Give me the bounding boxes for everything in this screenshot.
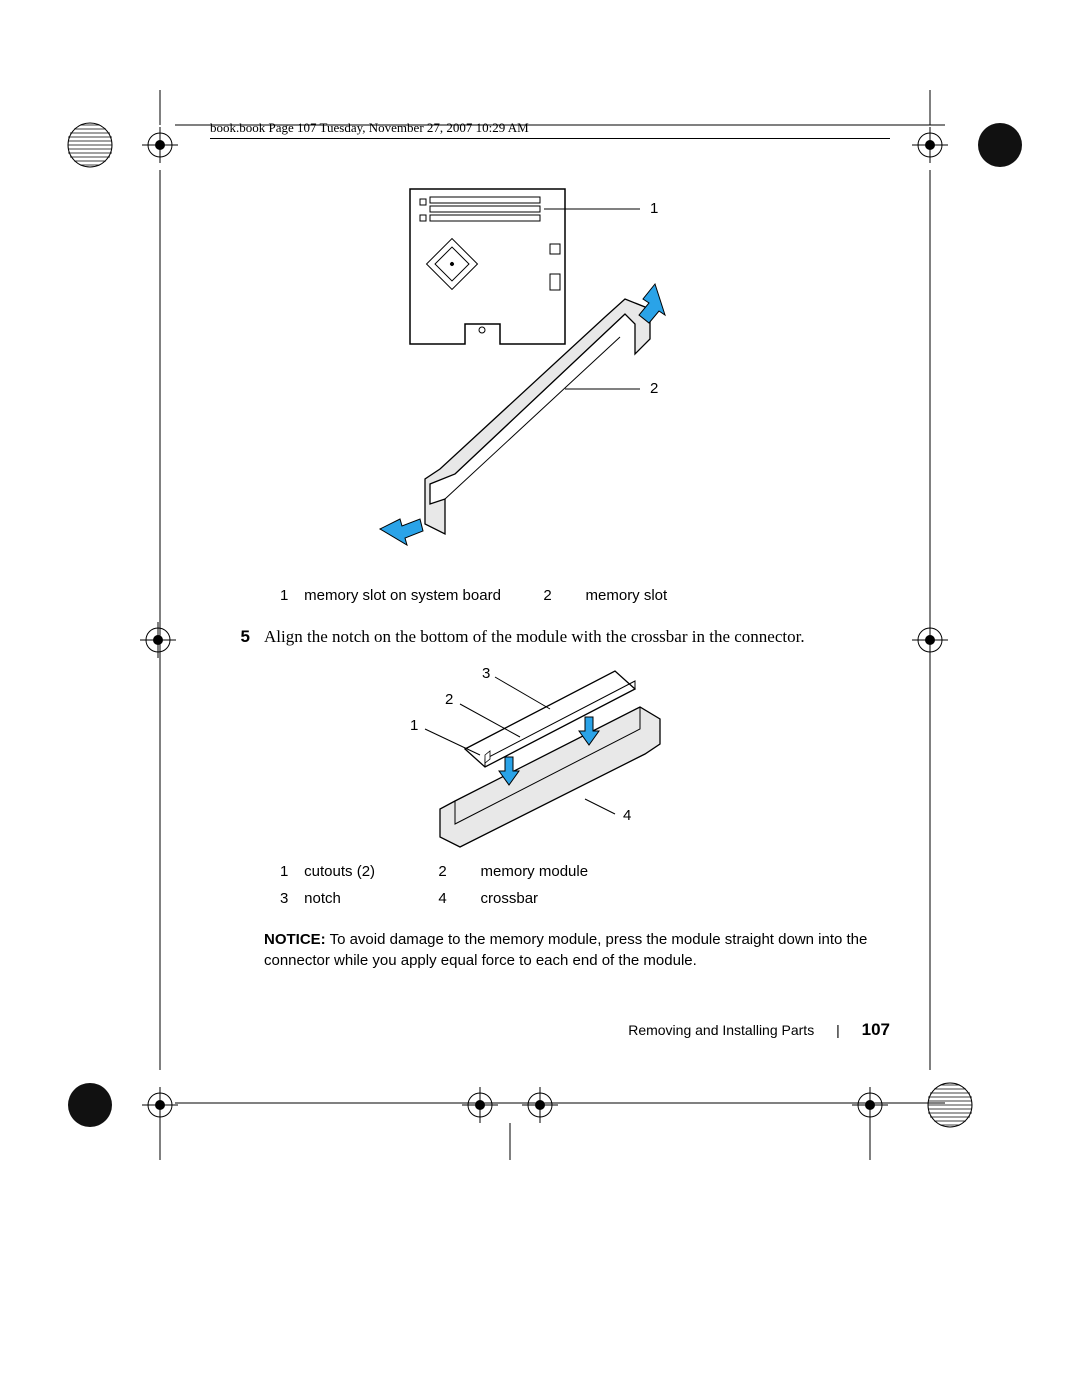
figure1-callout-1: 1 [650,200,658,217]
page-footer: Removing and Installing Parts | 107 [210,1020,890,1040]
footer-section: Removing and Installing Parts [628,1022,814,1038]
figure1-legend: 1 memory slot on system board 2 memory s… [210,587,890,604]
figure2-callout-4: 4 [623,807,631,824]
step-text: Align the notch on the bottom of the mod… [264,626,890,649]
registration-mark-bottom-right [820,1075,1020,1165]
registration-mark-bottom-mid [430,1075,590,1165]
page-content: book.book Page 107 Tuesday, November 27,… [210,120,890,971]
page-header: book.book Page 107 Tuesday, November 27,… [210,120,890,139]
figure2-callout-1: 1 [410,717,418,734]
figure2-legend-row2: 3 notch 4 crossbar [210,890,890,907]
footer-page-number: 107 [862,1020,890,1039]
footer-separator: | [836,1022,840,1038]
figure-1-svg [210,179,890,569]
registration-mark-top-right [890,90,1050,180]
figure2-callout-3: 3 [482,665,490,682]
figure-2-svg [210,659,890,849]
notice: NOTICE: To avoid damage to the memory mo… [210,929,890,971]
figure-2: 1 2 3 4 [210,659,890,849]
step-number: 5 [210,626,264,649]
notice-label: NOTICE: [264,931,326,948]
figure2-legend-row1: 1 cutouts (2) 2 memory module [210,863,890,880]
figure1-callout-2: 2 [650,380,658,397]
registration-mark-left-mid [128,610,188,670]
figure-1: 1 2 [210,179,890,569]
registration-mark-bottom-left [40,1075,200,1165]
registration-mark-top-left [40,90,200,180]
notice-text: To avoid damage to the memory module, pr… [264,931,867,969]
figure2-callout-2: 2 [445,691,453,708]
registration-mark-right-mid [900,610,960,670]
step-5: 5 Align the notch on the bottom of the m… [210,626,890,649]
